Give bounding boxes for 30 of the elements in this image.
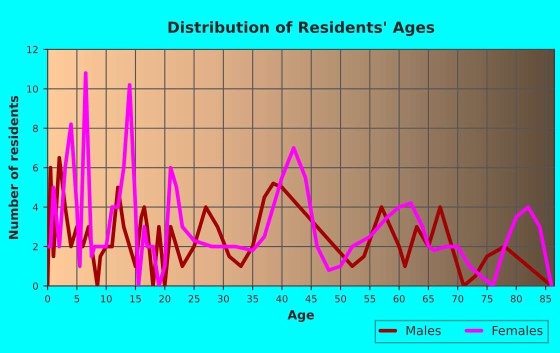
x-tick-label: 20 (159, 295, 170, 302)
x-tick-label: 30 (218, 295, 229, 302)
x-axis-title: Age (288, 310, 314, 322)
x-tick-label: 50 (335, 295, 346, 302)
x-tick-label: 35 (247, 295, 258, 302)
x-tick-label: 60 (394, 295, 405, 302)
y-tick-label: 0 (33, 282, 38, 290)
x-tick-label: 75 (482, 295, 492, 302)
x-tick-label: 10 (101, 295, 112, 302)
x-tick-label: 55 (364, 295, 376, 302)
x-tick-label: 15 (130, 295, 141, 302)
x-tick-label: 5 (74, 295, 80, 302)
x-tick-label: 65 (422, 295, 434, 302)
x-tick-label: 40 (276, 295, 288, 302)
legend-label: Males (406, 326, 441, 336)
x-tick-label: 45 (306, 295, 317, 302)
x-tick-label: 70 (452, 295, 464, 302)
y-tick-label: 10 (27, 85, 38, 93)
x-tick-label: 25 (188, 295, 200, 302)
x-tick-label: 85 (540, 295, 551, 302)
chart-title: Distribution of Residents' Ages (168, 21, 434, 36)
y-tick-label: 6 (33, 164, 38, 172)
y-tick-label: 2 (33, 242, 38, 250)
y-tick-label: 4 (32, 204, 38, 211)
y-axis-title: Number of residents (8, 96, 18, 239)
x-tick-label: 80 (510, 295, 522, 302)
legend-label: Females (492, 326, 543, 336)
y-tick-label: 8 (33, 124, 38, 132)
x-tick-label: 0 (45, 295, 50, 302)
y-tick-label: 12 (27, 46, 38, 54)
